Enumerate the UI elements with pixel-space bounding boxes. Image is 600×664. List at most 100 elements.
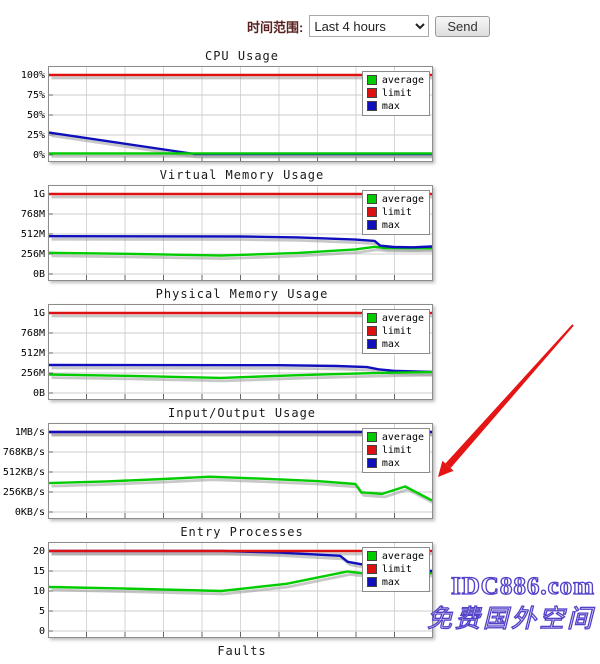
y-tick-label: 1G xyxy=(32,189,45,200)
legend-label-limit: limit xyxy=(381,87,412,99)
legend-label-max: max xyxy=(381,219,400,231)
y-axis-labels: 0% 25% 50% 75% 100% xyxy=(2,66,48,162)
legend-label-average: average xyxy=(381,193,424,205)
chart-legend: average limit max xyxy=(361,547,430,592)
chart-legend: average limit max xyxy=(361,309,430,354)
legend-label-average: average xyxy=(381,550,424,562)
legend-label-average: average xyxy=(381,431,424,443)
legend-swatch-limit xyxy=(366,207,377,217)
y-tick-label: 25% xyxy=(26,130,45,141)
legend-swatch-limit xyxy=(366,445,377,455)
legend-swatch-max xyxy=(366,220,377,230)
legend-row-max: max xyxy=(366,219,424,231)
legend-swatch-average xyxy=(366,551,377,561)
legend-label-max: max xyxy=(381,338,400,350)
chart-legend: average limit max xyxy=(361,71,430,116)
legend-swatch-limit xyxy=(366,326,377,336)
y-tick-label: 512M xyxy=(20,229,45,240)
legend-row-max: max xyxy=(366,576,424,588)
chart-title-input-output-usage: Input/Output Usage xyxy=(167,406,317,420)
legend-swatch-limit xyxy=(366,88,377,98)
legend-label-limit: limit xyxy=(381,563,412,575)
legend-swatch-average xyxy=(366,194,377,204)
legend-label-limit: limit xyxy=(381,325,412,337)
legend-row-max: max xyxy=(366,457,424,469)
y-axis-labels: 0B 256M 512M 768M 1G xyxy=(2,185,48,281)
time-range-label: 时间范围: xyxy=(247,19,304,35)
chart-section-cpu-usage: CPU Usage 0% 25% 50% 75% 100% average limit max xyxy=(2,48,436,162)
y-tick-label: 256KB/s xyxy=(2,487,45,498)
y-tick-label: 512KB/s xyxy=(2,467,45,478)
y-tick-label: 768M xyxy=(20,328,45,339)
legend-swatch-max xyxy=(366,101,377,111)
legend-row-average: average xyxy=(366,74,424,86)
legend-swatch-max xyxy=(366,339,377,349)
chart-plot-entry-processes: average limit max xyxy=(48,542,433,638)
legend-label-average: average xyxy=(381,74,424,86)
chart-legend: average limit max xyxy=(361,428,430,473)
legend-label-max: max xyxy=(381,457,400,469)
legend-label-max: max xyxy=(381,100,400,112)
legend-label-average: average xyxy=(381,312,424,324)
legend-row-limit: limit xyxy=(366,444,424,456)
chart-title-faults: Faults xyxy=(217,644,267,658)
y-tick-label: 100% xyxy=(20,70,45,81)
legend-swatch-average xyxy=(366,75,377,85)
legend-row-max: max xyxy=(366,100,424,112)
charts-area: CPU Usage 0% 25% 50% 75% 100% average limit max V… xyxy=(2,48,436,664)
legend-swatch-max xyxy=(366,577,377,587)
chart-canvas-physical-memory-usage xyxy=(48,304,433,400)
chart-plot-input-output-usage: average limit max xyxy=(48,423,433,519)
y-tick-label: 10 xyxy=(32,586,45,597)
y-tick-label: 256M xyxy=(20,368,45,379)
watermark-slogan: 免费国外空间 xyxy=(426,603,595,633)
chart-title-entry-processes: Entry Processes xyxy=(180,525,304,539)
y-tick-label: 0 xyxy=(38,626,45,637)
y-tick-label: 15 xyxy=(32,566,45,577)
chart-title-virtual-memory-usage: Virtual Memory Usage xyxy=(159,168,325,182)
legend-swatch-max xyxy=(366,458,377,468)
red-arrow-annotation xyxy=(438,324,574,477)
legend-row-average: average xyxy=(366,431,424,443)
chart-section-input-output-usage: Input/Output Usage 0KB/s 256KB/s 512KB/s 768… xyxy=(2,405,436,519)
legend-row-limit: limit xyxy=(366,206,424,218)
send-button[interactable]: Send xyxy=(435,15,490,37)
y-axis-labels: 0B 256M 512M 768M 1G xyxy=(2,304,48,400)
chart-plot-cpu-usage: average limit max xyxy=(48,66,433,162)
y-axis-labels: 0KB/s 256KB/s 512KB/s 768KB/s 1MB/s xyxy=(2,423,48,519)
chart-title-physical-memory-usage: Physical Memory Usage xyxy=(155,287,329,301)
legend-label-limit: limit xyxy=(381,206,412,218)
y-tick-label: 768M xyxy=(20,209,45,220)
legend-swatch-average xyxy=(366,432,377,442)
watermark-domain: IDC886.com xyxy=(450,572,595,600)
chart-plot-virtual-memory-usage: average limit max xyxy=(48,185,433,281)
chart-section-entry-processes: Entry Processes 0 5 10 15 20 average limit max xyxy=(2,524,436,638)
y-tick-label: 50% xyxy=(26,110,45,121)
chart-plot-physical-memory-usage: average limit max xyxy=(48,304,433,400)
y-tick-label: 75% xyxy=(26,90,45,101)
legend-swatch-average xyxy=(366,313,377,323)
legend-row-limit: limit xyxy=(366,563,424,575)
legend-row-limit: limit xyxy=(366,325,424,337)
chart-section-physical-memory-usage: Physical Memory Usage 0B 256M 512M 768M 1G ave… xyxy=(2,286,436,400)
legend-swatch-limit xyxy=(366,564,377,574)
watermark: IDC886.com 免费国外空间 xyxy=(426,572,595,635)
chart-legend: average limit max xyxy=(361,190,430,235)
chart-section-virtual-memory-usage: Virtual Memory Usage 0B 256M 512M 768M 1G aver… xyxy=(2,167,436,281)
time-range-select[interactable]: Last 4 hours xyxy=(309,15,430,37)
chart-title-cpu-usage: CPU Usage xyxy=(204,49,280,63)
legend-row-average: average xyxy=(366,550,424,562)
legend-label-max: max xyxy=(381,576,400,588)
legend-row-average: average xyxy=(366,193,424,205)
y-tick-label: 0B xyxy=(32,269,45,280)
y-axis-labels: 0 5 10 15 20 xyxy=(2,542,48,638)
y-tick-label: 1G xyxy=(32,308,45,319)
y-tick-label: 768KB/s xyxy=(2,447,45,458)
time-range-bar: 时间范围: Last 4 hours Send xyxy=(247,15,490,37)
y-tick-label: 512M xyxy=(20,348,45,359)
y-tick-label: 0B xyxy=(32,388,45,399)
y-tick-label: 256M xyxy=(20,249,45,260)
y-tick-label: 0% xyxy=(32,150,45,161)
y-tick-label: 1MB/s xyxy=(14,427,45,438)
chart-section-faults: Faults xyxy=(2,643,436,659)
